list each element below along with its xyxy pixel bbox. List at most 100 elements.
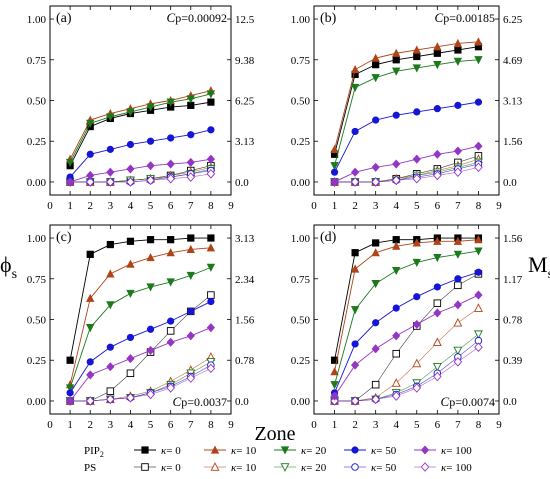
- data-point-pip2-k100: [126, 164, 135, 174]
- data-point-pip2-k50: [207, 297, 215, 306]
- data-point-pip2-k20: [412, 258, 421, 268]
- data-point-pip2-k20: [330, 381, 339, 390]
- y-tick-label-right: 0.0: [235, 177, 249, 189]
- data-point-pip2-k20: [86, 119, 95, 128]
- data-point-pip2-k100: [392, 159, 401, 169]
- panel-tag: (a): [56, 11, 72, 26]
- data-point-ps-k100: [330, 396, 339, 406]
- series-line-pip2-k10: [334, 239, 479, 372]
- data-point-pip2-k50: [167, 317, 175, 325]
- series-line-pip2-k20: [334, 59, 479, 166]
- data-point-pip2-k100: [392, 331, 401, 341]
- y-tick-label-left: 0.00: [291, 177, 311, 189]
- data-point-pip2-k50: [433, 283, 441, 291]
- x-tick-label: 7: [188, 200, 194, 212]
- data-point-pip2-k0: [351, 249, 359, 257]
- data-point-ps-k100: [391, 391, 401, 401]
- x-tick-label: 1: [332, 419, 338, 431]
- data-point-ps-k100: [412, 383, 422, 393]
- data-point-pip2-k50: [146, 137, 155, 145]
- series-line-pip2-k20: [334, 250, 479, 385]
- y-tick-label-left: 0.25: [291, 136, 311, 148]
- y-tick-label-right: 0.0: [503, 396, 517, 408]
- data-point-pip2-k20: [146, 283, 155, 292]
- y-tick-label-right: 6.25: [503, 14, 523, 26]
- data-point-ps-k100: [474, 162, 483, 173]
- data-point-pip2-k20: [206, 263, 216, 272]
- data-point-ps-k100: [85, 177, 95, 187]
- panel-tag: (d): [320, 230, 337, 245]
- x-tick-label: 8: [476, 200, 482, 212]
- data-point-pip2-k50: [413, 293, 421, 301]
- data-point-ps-k100: [186, 373, 196, 383]
- x-tick-label: 2: [87, 200, 93, 212]
- data-point-pip2-k0: [86, 250, 94, 258]
- data-point-pip2-k50: [126, 333, 135, 342]
- legend-group-label-pip2: PIP2: [84, 445, 104, 459]
- data-point-pip2-k0: [106, 240, 114, 249]
- y-tick-label-right: 2.34: [235, 274, 255, 286]
- data-point-pip2-k50: [351, 340, 359, 348]
- y-tick-label-left: 1.00: [27, 233, 47, 245]
- y-tick-label-left: 1.00: [291, 233, 311, 245]
- y-tick-label-left: 0.75: [27, 274, 47, 286]
- data-point-pip2-k50: [106, 343, 114, 351]
- legend-marker-circle: [351, 446, 359, 454]
- data-point-ps-k100: [350, 396, 360, 406]
- data-point-ps-k100: [433, 371, 442, 382]
- data-point-pip2-k0: [167, 236, 175, 244]
- data-point-ps-k0: [106, 387, 115, 395]
- x-tick-label: 2: [352, 200, 358, 212]
- data-point-pip2-k100: [453, 146, 462, 156]
- x-tick-label: 1: [67, 200, 73, 212]
- plot-frame: [49, 5, 232, 196]
- data-point-pip2-k100: [106, 167, 115, 177]
- x-tick-label: 8: [208, 200, 214, 212]
- data-point-pip2-k10: [433, 42, 442, 51]
- data-point-ps-k0: [454, 281, 462, 290]
- series-line-pip2-k20: [69, 266, 212, 389]
- data-point-pip2-k20: [106, 301, 115, 310]
- data-point-pip2-k100: [86, 170, 95, 180]
- data-point-ps-k100: [453, 167, 463, 177]
- data-point-pip2-k20: [330, 162, 339, 171]
- data-point-pip2-k50: [392, 304, 400, 312]
- data-point-pip2-k20: [350, 306, 360, 315]
- panel-c: 0 1 2 3 4 5 6 7 8 9 0.00 0.0 0.25 0.78 0.50 1.56 0.75 2.3…: [27, 224, 255, 431]
- data-point-pip2-k0: [207, 98, 215, 106]
- data-point-pip2-k0: [187, 234, 195, 242]
- data-point-ps-k100: [146, 389, 155, 400]
- data-point-pip2-k50: [413, 108, 421, 116]
- x-tick-label: 6: [435, 200, 441, 212]
- data-point-pip2-k0: [413, 52, 421, 61]
- y-tick-label-left: 0.75: [291, 55, 311, 67]
- cp-annotation: Cp=0.00185: [435, 10, 495, 25]
- data-point-pip2-k100: [330, 177, 339, 187]
- x-tick-label: 7: [455, 419, 461, 431]
- data-point-ps-k100: [391, 175, 401, 186]
- data-point-pip2-k100: [474, 290, 483, 300]
- plot-frame: [49, 224, 232, 415]
- data-point-pip2-k10: [146, 253, 155, 262]
- legend-marker-triangle-up: [210, 445, 220, 454]
- data-point-pip2-k10: [86, 293, 95, 302]
- legend-label-k100: κ= 100: [441, 445, 472, 457]
- data-point-ps-k100: [433, 170, 442, 181]
- series-line-pip2-k50: [334, 271, 479, 393]
- data-point-ps-k100: [371, 177, 380, 187]
- series-line-pip2-k100: [69, 327, 212, 402]
- x-tick-label: 4: [128, 200, 134, 212]
- y-tick-label-right: 0.78: [235, 355, 255, 367]
- data-point-ps-k10: [412, 358, 422, 368]
- data-point-ps-k20: [432, 363, 442, 372]
- x-axis-title: Zone: [254, 423, 295, 445]
- data-point-ps-k0: [126, 369, 135, 378]
- data-point-pip2-k100: [206, 154, 215, 164]
- y-tick-label-right: 9.38: [235, 55, 255, 67]
- y-tick-label-right: 3.13: [503, 96, 523, 108]
- data-point-pip2-k10: [186, 244, 195, 254]
- data-point-pip2-k0: [392, 56, 400, 64]
- legend-marker-circle: [351, 463, 359, 471]
- data-point-pip2-k20: [433, 61, 442, 70]
- data-point-pip2-k0: [330, 356, 339, 364]
